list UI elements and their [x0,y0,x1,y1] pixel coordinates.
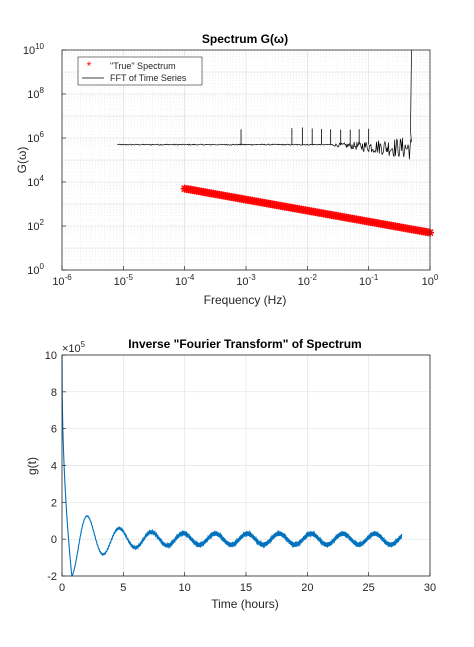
inverse-title: Inverse "Fourier Transform" of Spectrum [128,337,361,351]
legend-box [77,56,203,86]
x-tick-label: 10-4 [175,273,195,288]
x-tick-label: 30 [424,582,436,594]
y-tick-label: 106 [27,130,44,145]
spectrum-x-ticks: 10-6 10-5 10-4 10-3 10-2 10-1 100 [52,266,439,288]
y-tick-label: 8 [51,387,57,399]
y-tick-label: 2 [51,497,57,509]
y-tick-label: 6 [51,424,57,436]
inverse-x-ticks: 0 5 10 15 20 25 30 [59,572,436,594]
x-tick-label: 5 [120,582,126,594]
y-tick-label: 108 [27,86,44,101]
true-spectrum-series [180,184,434,237]
x-tick-label: 10-1 [359,273,379,288]
inverse-series-line [61,354,403,577]
inverse-y-ticks: -2 0 2 4 6 8 10 [45,350,66,583]
inverse-chart: Inverse "Fourier Transform" of Spectrum … [25,337,436,611]
spectrum-title: Spectrum G(ω) [202,32,288,46]
y-tick-label: 10 [45,350,57,362]
legend-fft: FFT of Time Series [110,73,187,83]
x-tick-label: 25 [363,582,375,594]
y-tick-label: 104 [27,174,44,189]
x-tick-label: 0 [59,582,65,594]
legend-true-spectrum: "True" Spectrum [110,61,176,71]
x-tick-label: 10-5 [114,273,134,288]
y-tick-label: 4 [51,461,57,473]
x-tick-label: 20 [301,582,313,594]
fft-line [117,49,412,160]
y-tick-label: 102 [27,218,44,233]
x-tick-label: 10-3 [236,273,256,288]
spectrum-y-label: G(ω) [15,147,29,174]
y-tick-label: 0 [51,534,57,546]
inverse-y-label: g(t) [25,457,39,475]
x-tick-label: 100 [422,273,439,288]
x-tick-label: 10 [179,582,191,594]
spectrum-y-ticks: 100 102 104 106 108 1010 [23,42,66,277]
spectrum-legend: * "True" Spectrum FFT of Time Series [77,56,203,86]
fft-series [117,49,412,160]
y-tick-label: 1010 [23,42,45,57]
x-tick-label: 15 [240,582,252,594]
x-tick-label: 10-2 [298,273,318,288]
spectrum-chart: Spectrum G(ω) 10-6 10-5 10-4 10-3 10-2 10-1 10… [15,32,439,307]
legend-star-icon: * [87,59,92,73]
spectrum-x-label: Frequency (Hz) [204,293,287,307]
inverse-exponent-label: ×105 [62,340,86,355]
y-tick-label: 100 [27,262,44,277]
x-tick-label: 10-6 [52,273,72,288]
y-tick-label: -2 [47,571,57,583]
inverse-x-label: Time (hours) [211,597,279,611]
